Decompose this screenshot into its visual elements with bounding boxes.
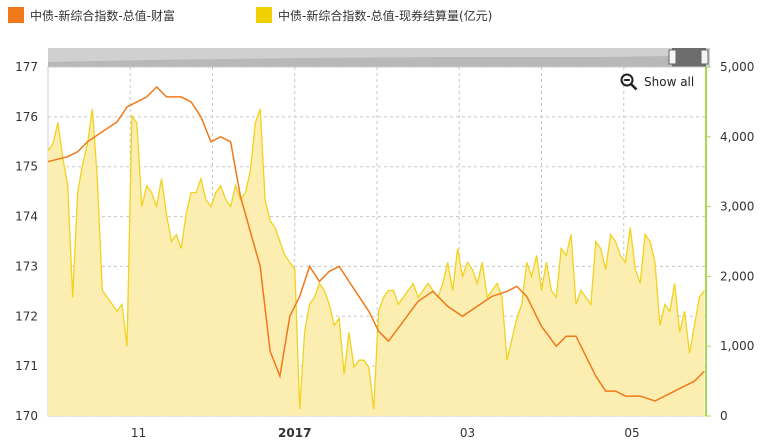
y-left-tick-label: 172	[15, 309, 38, 323]
legend: 中债-新综合指数-总值-财富 中债-新综合指数-总值-现券结算量(亿元)	[0, 0, 763, 30]
zoom-out-icon	[620, 73, 638, 91]
y-left-tick-label: 176	[15, 110, 38, 124]
y-right-tick-label: 2,000	[720, 269, 754, 283]
x-tick-label: 11	[131, 426, 146, 440]
x-tick-label: 2017	[278, 426, 311, 440]
show-all-button[interactable]: Show all	[620, 73, 694, 91]
legend-swatch-volume	[256, 7, 272, 23]
y-left-tick-label: 171	[15, 359, 38, 373]
navigator-mini-area	[48, 56, 672, 67]
y-left-tick-label: 175	[15, 160, 38, 174]
y-left-tick-label: 170	[15, 409, 38, 423]
y-right-tick-label: 4,000	[720, 130, 754, 144]
navigator-handle-left[interactable]	[668, 49, 677, 65]
series-layer	[47, 85, 705, 417]
y-left-tick-label: 177	[15, 60, 38, 74]
wealth-line	[47, 85, 705, 402]
legend-swatch-wealth	[8, 7, 24, 23]
y-left-tick-label: 174	[15, 210, 38, 224]
range-navigator[interactable]	[48, 48, 710, 67]
legend-item-wealth[interactable]: 中债-新综合指数-总值-财富	[8, 5, 175, 25]
show-all-label: Show all	[644, 75, 695, 89]
y-left-tick-label: 173	[15, 259, 38, 273]
volume-line	[47, 108, 705, 410]
legend-item-volume[interactable]: 中债-新综合指数-总值-现券结算量(亿元)	[256, 5, 492, 25]
navigator-selection	[672, 48, 706, 67]
legend-label-volume: 中债-新综合指数-总值-现券结算量(亿元)	[278, 8, 493, 23]
navigator-handle-right[interactable]	[700, 49, 709, 65]
axes: 170 171 172 173 174 175 176 177 0 1,000 2,000 3,000…	[15, 60, 754, 440]
y-right-tick-label: 0	[720, 409, 728, 423]
legend-label-wealth: 中债-新综合指数-总值-财富	[30, 8, 175, 23]
y-right-tick-label: 5,000	[720, 60, 754, 74]
x-tick-label: 05	[624, 426, 639, 440]
y-right-tick-label: 3,000	[720, 200, 754, 214]
volume-area	[48, 108, 705, 417]
x-tick-label: 03	[460, 426, 475, 440]
y-right-tick-label: 1,000	[720, 339, 754, 353]
